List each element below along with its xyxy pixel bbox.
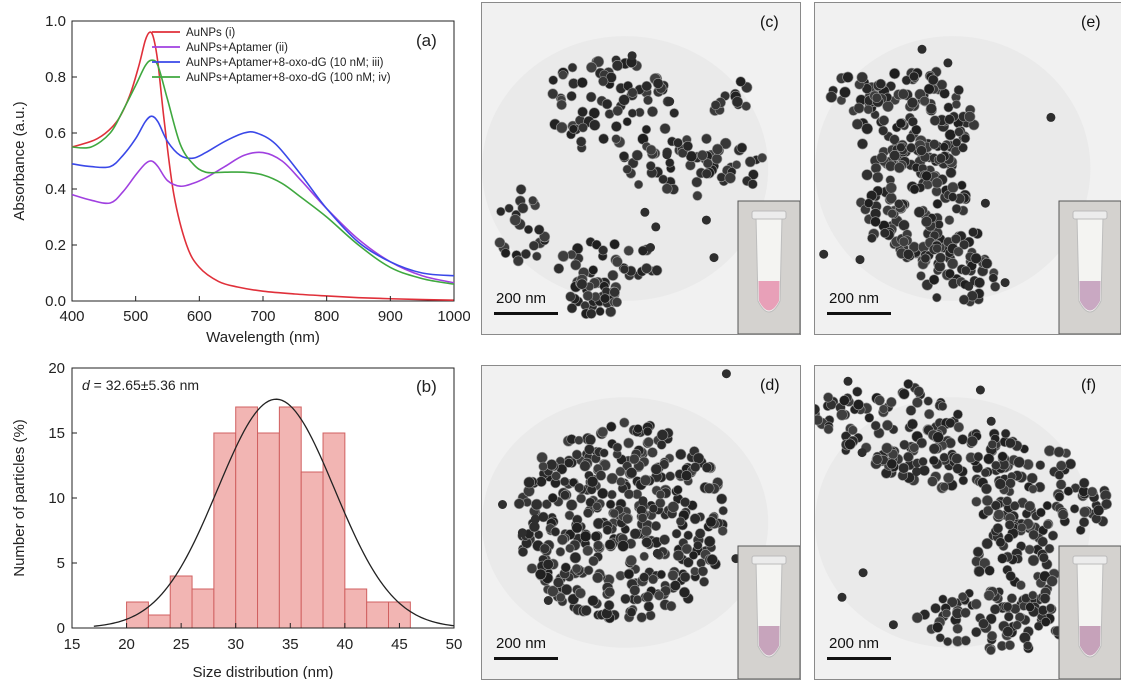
x-tick-label-b: 30 (227, 636, 244, 653)
vial-inset (737, 200, 800, 334)
size-histogram: 15 20 25 30 35 40 45 50 0 5 10 15 20 d = 32.65±5.36 … (11, 360, 463, 679)
tem-micrograph: (d) 200 nm (482, 366, 800, 679)
scale-bar: 200 nm (494, 635, 558, 660)
legend-label-2: AuNPs+Aptamer (ii) (186, 42, 288, 54)
tem-image-c: (c) 200 nm (481, 2, 801, 335)
scale-bar: 200 nm (827, 635, 891, 660)
y-tick-label-b: 0 (57, 620, 65, 637)
panel-label-d: (d) (760, 377, 780, 394)
scale-bar-line (494, 312, 558, 315)
tem-micrograph: (f) 200 nm (815, 366, 1121, 679)
x-tick-label-a: 400 (59, 308, 84, 325)
vial-inset (737, 545, 800, 679)
x-tick-label-a: 500 (123, 308, 148, 325)
vial-liquid (758, 626, 780, 656)
vial-liquid (1079, 281, 1101, 311)
tem-micrograph: (e) 200 nm (815, 3, 1121, 334)
x-tick-label-b: 45 (391, 636, 408, 653)
histogram-bar (147, 614, 171, 629)
tem-image-f: (f) 200 nm (814, 365, 1121, 680)
histogram-bar (126, 601, 149, 629)
x-tick-label-a: 800 (314, 308, 339, 325)
gaussian-fit-curve (93, 398, 455, 627)
legend-label-4: AuNPs+Aptamer+8-oxo-dG (100 nM; iv) (186, 72, 391, 84)
panel-label-f: (f) (1081, 377, 1096, 394)
legend-label-1: AuNPs (i) (186, 27, 235, 39)
scale-bar-label: 200 nm (829, 635, 879, 652)
histogram-bar (213, 432, 237, 629)
panel-label-a: (a) (416, 31, 437, 50)
x-tick-label-b: 35 (282, 636, 299, 653)
x-axis-label-a: Wavelength (nm) (206, 329, 320, 345)
nanoparticles (494, 51, 768, 320)
scale-bar: 200 nm (827, 290, 891, 315)
vial-cap (751, 210, 787, 220)
series-line-4 (71, 59, 455, 285)
vial-liquid (1079, 626, 1101, 656)
y-axis-label-a: Absorbance (a.u.) (11, 101, 28, 220)
series-line-3 (71, 115, 455, 277)
vial-cap (751, 555, 787, 565)
scale-bar-label: 200 nm (829, 290, 879, 307)
histogram-bar (344, 588, 368, 629)
y-tick-label-a: 1.0 (45, 13, 66, 30)
nanoparticles (819, 44, 1056, 307)
y-tick-label-b: 15 (48, 425, 65, 442)
scale-bar-line (827, 657, 891, 660)
histogram-bar (300, 471, 324, 629)
vial-cap (1072, 555, 1108, 565)
histogram-bar (366, 601, 390, 629)
tem-micrograph: (c) 200 nm (482, 3, 800, 334)
tem-image-d: (d) 200 nm (481, 365, 801, 680)
x-tick-label-b: 20 (118, 636, 135, 653)
panel-label-e: (e) (1081, 14, 1101, 31)
scale-bar-label: 200 nm (496, 290, 546, 307)
histogram-bar (191, 588, 215, 629)
size-annotation: d = 32.65±5.36 nm (82, 377, 199, 393)
x-tick-label-b: 40 (337, 636, 354, 653)
legend: AuNPs (i) AuNPs+Aptamer (ii) AuNPs+Aptamer… (152, 27, 391, 84)
x-tick-label-a: 600 (187, 308, 212, 325)
absorbance-chart: 400 500 600 700 800 900 1000 0.0 0.2 0.4 0.6 0.8 1.0… (11, 13, 470, 345)
scale-bar-line (494, 657, 558, 660)
x-tick-label-b: 50 (446, 636, 463, 653)
nanoparticles (498, 369, 741, 624)
x-tick-label-b: 25 (173, 636, 190, 653)
scale-bar: 200 nm (494, 290, 558, 315)
y-tick-label-b: 10 (48, 490, 65, 507)
y-tick-label-b: 20 (48, 360, 65, 377)
x-tick-label-b: 15 (64, 636, 81, 653)
vial-inset (1058, 200, 1121, 334)
vial-liquid (758, 281, 780, 311)
histogram-bar (322, 432, 346, 629)
y-axis-label-b: Number of particles (%) (11, 419, 28, 577)
x-tick-label-a: 700 (250, 308, 275, 325)
x-tick-label-a: 1000 (437, 308, 470, 325)
scale-bar-label: 200 nm (496, 635, 546, 652)
y-tick-label-a: 0.6 (45, 125, 66, 142)
tem-image-e: (e) 200 nm (814, 2, 1121, 335)
x-tick-label-a: 900 (378, 308, 403, 325)
y-tick-label-a: 0.0 (45, 293, 66, 310)
vial-inset (1058, 545, 1121, 679)
y-tick-label-a: 0.2 (45, 237, 66, 254)
series-line-2 (71, 151, 455, 284)
histogram-bar (278, 406, 302, 629)
vial-cap (1072, 210, 1108, 220)
y-tick-label-b: 5 (57, 555, 65, 572)
panel-label-b: (b) (416, 377, 437, 396)
x-axis-label-b: Size distribution (nm) (193, 664, 334, 679)
legend-label-3: AuNPs+Aptamer+8-oxo-dG (10 nM; iii) (186, 57, 384, 69)
histogram-bar (257, 432, 280, 629)
y-tick-label-a: 0.8 (45, 69, 66, 86)
nanoparticles (815, 376, 1112, 656)
series-line-1 (71, 31, 455, 301)
panel-label-c: (c) (760, 14, 779, 31)
scale-bar-line (827, 312, 891, 315)
y-tick-label-a: 0.4 (45, 181, 66, 198)
histogram-bar (169, 575, 193, 629)
